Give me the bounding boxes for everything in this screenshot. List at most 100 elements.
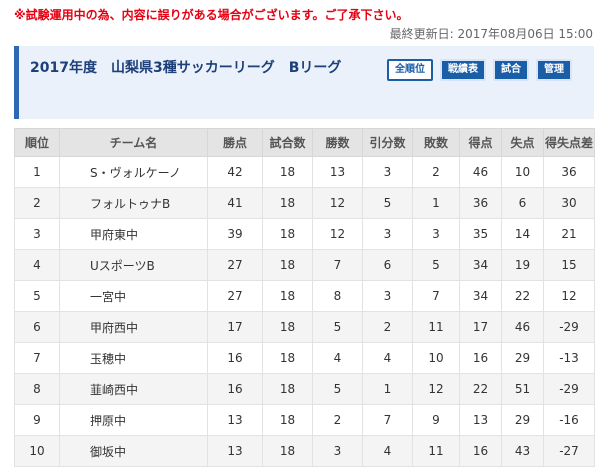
losses-cell: 5: [412, 249, 460, 281]
played-cell: 18: [262, 280, 313, 312]
losses-cell: 3: [412, 218, 460, 250]
table-row: 6 甲府西中 17 18 5 2 11 17 46 -29: [14, 311, 595, 343]
losses-cell: 1: [412, 187, 460, 219]
played-cell: 18: [262, 218, 313, 250]
team-name-cell: S・ヴォルケーノ: [59, 156, 208, 188]
played-cell: 18: [262, 156, 313, 188]
goals-for-cell: 35: [459, 218, 502, 250]
team-name-cell: UスポーツB: [59, 249, 208, 281]
points-cell: 39: [207, 218, 263, 250]
wins-cell: 5: [312, 373, 363, 405]
goals-against-cell: 46: [501, 311, 544, 343]
goal-diff-cell: 30: [543, 187, 595, 219]
header-losses: 敗数: [412, 128, 460, 157]
header-played: 試合数: [262, 128, 313, 157]
goals-for-cell: 34: [459, 249, 502, 281]
header-team: チーム名: [59, 128, 208, 157]
rank-cell: 2: [14, 187, 60, 219]
played-cell: 18: [262, 373, 313, 405]
goals-for-cell: 16: [459, 342, 502, 374]
admin-button[interactable]: 管理: [536, 59, 572, 81]
wins-cell: 13: [312, 156, 363, 188]
wins-cell: 3: [312, 435, 363, 467]
played-cell: 18: [262, 342, 313, 374]
goals-against-cell: 6: [501, 187, 544, 219]
team-name-cell: 押原中: [59, 404, 208, 436]
goals-against-cell: 29: [501, 342, 544, 374]
team-name-cell: 御坂中: [59, 435, 208, 467]
header-goal-diff: 得失点差: [543, 128, 595, 157]
rank-cell: 1: [14, 156, 60, 188]
table-row: 7 玉穂中 16 18 4 4 10 16 29 -13: [14, 342, 595, 374]
points-cell: 42: [207, 156, 263, 188]
team-name-cell: 一宮中: [59, 280, 208, 312]
standings-table: 順位 チーム名 勝点 試合数 勝数 引分数 敗数 得点 失点 得失点差 1 S・ヴォルケーノ 42 18…: [14, 128, 595, 467]
last-updated: 最終更新日: 2017年08月06日 15:00: [389, 27, 593, 41]
league-header: 2017年度 山梨県3種サッカーリーグ Bリーグ 全順位 戦績表 試合 管理: [14, 46, 594, 119]
goal-diff-cell: 15: [543, 249, 595, 281]
nav-buttons: 全順位 戦績表 試合 管理: [387, 57, 579, 81]
draws-cell: 3: [362, 280, 413, 312]
draws-cell: 2: [362, 311, 413, 343]
table-row: 3 甲府東中 39 18 12 3 3 35 14 21: [14, 218, 595, 250]
goals-against-cell: 14: [501, 218, 544, 250]
points-cell: 17: [207, 311, 263, 343]
losses-cell: 11: [412, 435, 460, 467]
goal-diff-cell: -29: [543, 373, 595, 405]
rank-cell: 5: [14, 280, 60, 312]
results-table-button[interactable]: 戦績表: [440, 59, 486, 81]
goals-against-cell: 10: [501, 156, 544, 188]
points-cell: 13: [207, 435, 263, 467]
wins-cell: 5: [312, 311, 363, 343]
draws-cell: 3: [362, 156, 413, 188]
goals-for-cell: 22: [459, 373, 502, 405]
standings-button[interactable]: 全順位: [387, 59, 433, 81]
team-name-cell: 韮崎西中: [59, 373, 208, 405]
points-cell: 13: [207, 404, 263, 436]
goal-diff-cell: 21: [543, 218, 595, 250]
rank-cell: 10: [14, 435, 60, 467]
goals-for-cell: 46: [459, 156, 502, 188]
rank-cell: 8: [14, 373, 60, 405]
points-cell: 27: [207, 280, 263, 312]
points-cell: 16: [207, 373, 263, 405]
wins-cell: 12: [312, 187, 363, 219]
team-name-cell: 玉穂中: [59, 342, 208, 374]
table-row: 2 フォルトゥナB 41 18 12 5 1 36 6 30: [14, 187, 595, 219]
table-row: 9 押原中 13 18 2 7 9 13 29 -16: [14, 404, 595, 436]
points-cell: 27: [207, 249, 263, 281]
played-cell: 18: [262, 187, 313, 219]
header-draws: 引分数: [362, 128, 413, 157]
rank-cell: 6: [14, 311, 60, 343]
goals-against-cell: 51: [501, 373, 544, 405]
notice-text: ※試験運用中の為、内容に誤りがある場合がございます。ご了承下さい。: [14, 8, 409, 22]
played-cell: 18: [262, 435, 313, 467]
wins-cell: 8: [312, 280, 363, 312]
matches-button[interactable]: 試合: [493, 59, 529, 81]
goals-for-cell: 34: [459, 280, 502, 312]
draws-cell: 6: [362, 249, 413, 281]
wins-cell: 2: [312, 404, 363, 436]
goals-for-cell: 17: [459, 311, 502, 343]
draws-cell: 7: [362, 404, 413, 436]
points-cell: 16: [207, 342, 263, 374]
table-row: 1 S・ヴォルケーノ 42 18 13 3 2 46 10 36: [14, 156, 595, 188]
wins-cell: 12: [312, 218, 363, 250]
goals-for-cell: 16: [459, 435, 502, 467]
rank-cell: 7: [14, 342, 60, 374]
table-row: 4 UスポーツB 27 18 7 6 5 34 19 15: [14, 249, 595, 281]
goals-against-cell: 22: [501, 280, 544, 312]
losses-cell: 7: [412, 280, 460, 312]
goal-diff-cell: -27: [543, 435, 595, 467]
losses-cell: 2: [412, 156, 460, 188]
losses-cell: 11: [412, 311, 460, 343]
goals-against-cell: 29: [501, 404, 544, 436]
draws-cell: 4: [362, 435, 413, 467]
table-row: 5 一宮中 27 18 8 3 7 34 22 12: [14, 280, 595, 312]
goal-diff-cell: -16: [543, 404, 595, 436]
goal-diff-cell: 12: [543, 280, 595, 312]
header-rank: 順位: [14, 128, 60, 157]
played-cell: 18: [262, 404, 313, 436]
goal-diff-cell: -29: [543, 311, 595, 343]
table-header-row: 順位 チーム名 勝点 試合数 勝数 引分数 敗数 得点 失点 得失点差: [14, 128, 595, 157]
